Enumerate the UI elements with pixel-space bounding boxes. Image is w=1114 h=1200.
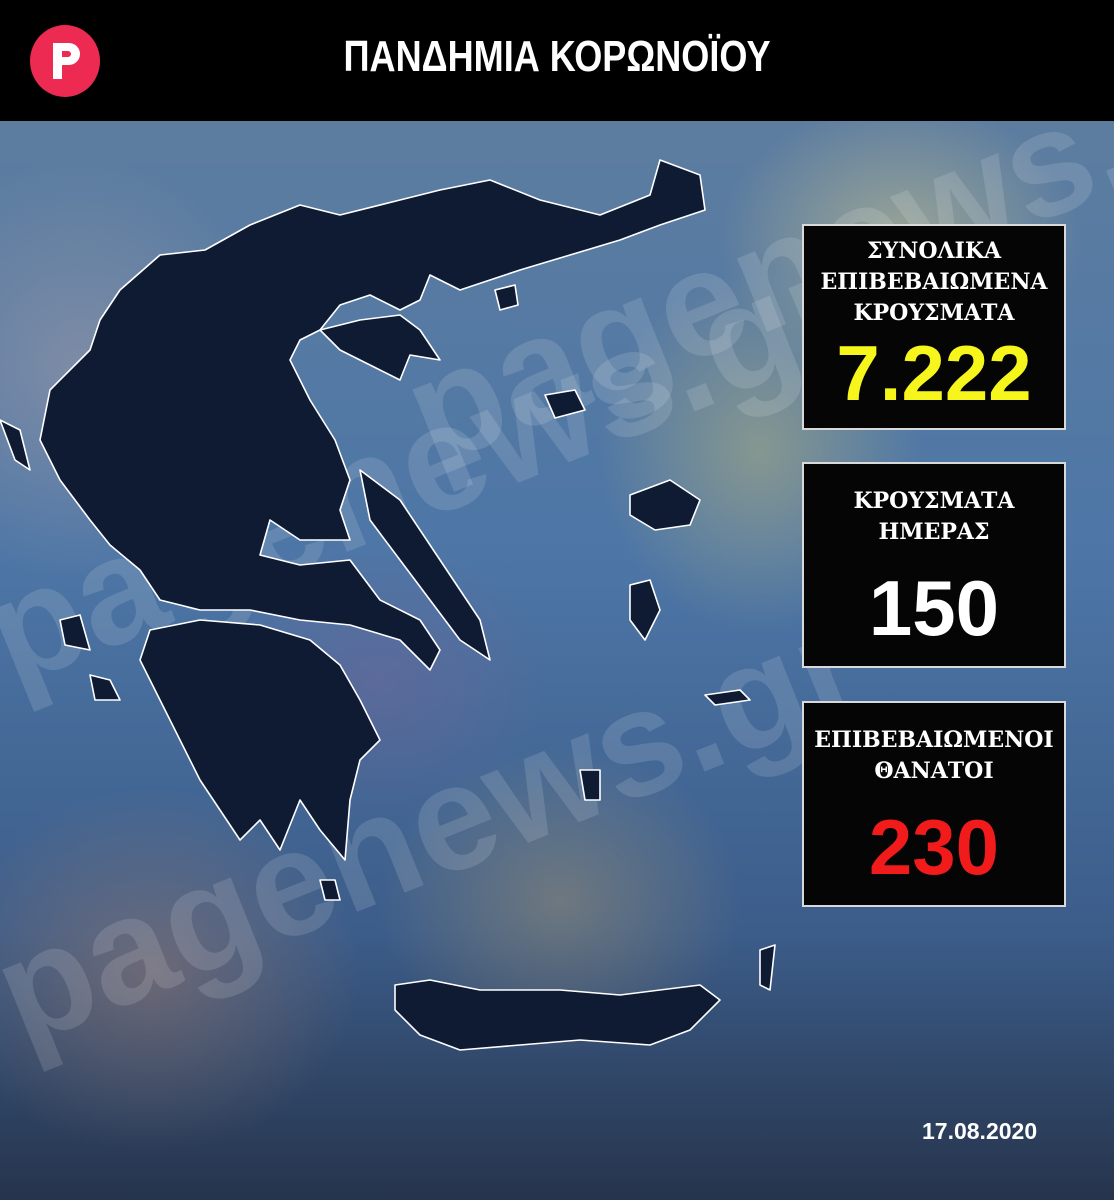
map-chalkidiki bbox=[319, 314, 441, 381]
stat-value-daily-cases: 150 bbox=[868, 564, 1000, 652]
map-evia bbox=[359, 469, 491, 661]
stat-label-line: ΣΥΝΟΛΙΚΑ bbox=[866, 238, 1002, 264]
p-logo-icon bbox=[53, 43, 80, 79]
stat-value-total-cases: 7.222 bbox=[836, 329, 1032, 417]
map-thasos bbox=[494, 284, 519, 311]
stat-box-total-cases: ΣΥΝΟΛΙΚΑ ΕΠΙΒΕΒΑΙΩΜΕΝΑ ΚΡΟΥΣΜΑΤΑ 7.222 bbox=[802, 224, 1066, 430]
map-kefalonia bbox=[59, 614, 91, 651]
map-karpathos bbox=[759, 944, 776, 991]
stat-value-deaths: 230 bbox=[868, 803, 1000, 891]
stat-label-line: ΕΠΙΒΕΒΑΙΩΜΕΝΟΙ bbox=[814, 727, 1054, 753]
stat-label-line: ΚΡΟΥΣΜΑΤΑ bbox=[853, 300, 1015, 326]
map-north-mainland bbox=[39, 159, 706, 671]
map-kythira bbox=[319, 879, 341, 901]
map-samos bbox=[704, 689, 751, 706]
page-title: ΠΑΝΔΗΜΙΑ ΚΟΡΩΝΟΪΟΥ bbox=[343, 32, 771, 81]
map-crete bbox=[394, 979, 721, 1051]
map-corfu bbox=[0, 419, 31, 471]
pagenews-logo bbox=[30, 25, 100, 97]
header: ΠΑΝΔΗΜΙΑ ΚΟΡΩΝΟΪΟΥ bbox=[0, 0, 1114, 121]
greece-map bbox=[0, 159, 776, 1051]
map-naxos bbox=[579, 769, 601, 801]
stat-label-line: ΚΡΟΥΣΜΑΤΑ bbox=[853, 488, 1015, 514]
map-chios bbox=[629, 579, 661, 641]
map-lesvos bbox=[629, 479, 701, 531]
date-label: 17.08.2020 bbox=[922, 1118, 1038, 1144]
stat-label-line: ΘΑΝΑΤΟΙ bbox=[874, 758, 994, 784]
map-peloponnese bbox=[139, 619, 381, 861]
stat-box-deaths: ΕΠΙΒΕΒΑΙΩΜΕΝΟΙ ΘΑΝΑΤΟΙ 230 bbox=[802, 701, 1066, 907]
map-lemnos bbox=[544, 389, 586, 419]
stat-box-daily-cases: ΚΡΟΥΣΜΑΤΑ ΗΜΕΡΑΣ 150 bbox=[802, 462, 1066, 668]
stat-label-line: ΕΠΙΒΕΒΑΙΩΜΕΝΑ bbox=[820, 269, 1048, 295]
stat-label-line: ΗΜΕΡΑΣ bbox=[878, 519, 990, 545]
map-zakynthos bbox=[89, 674, 121, 701]
